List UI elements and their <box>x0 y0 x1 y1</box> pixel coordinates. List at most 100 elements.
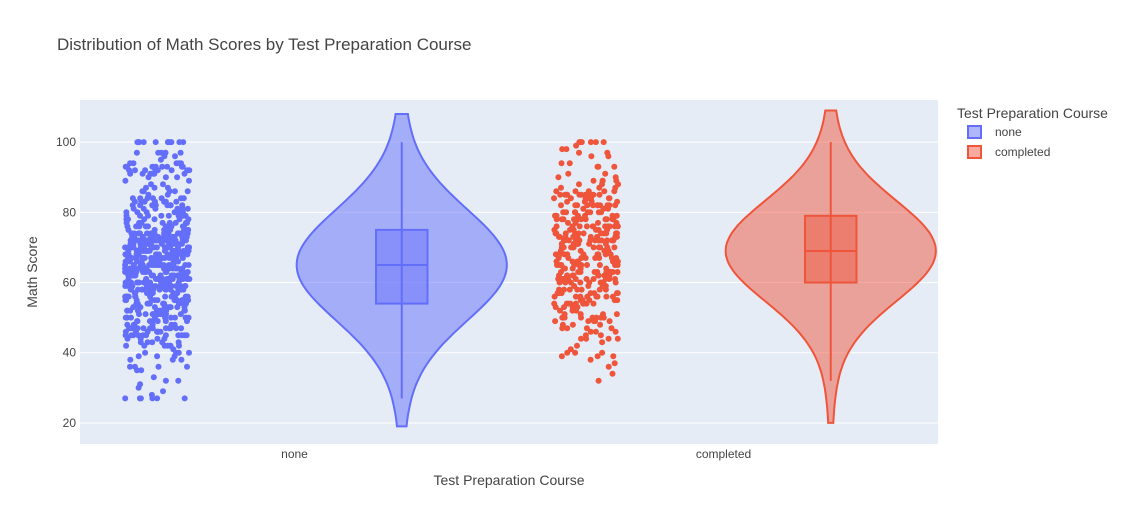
data-point <box>574 286 581 293</box>
data-point <box>572 219 579 226</box>
data-point <box>162 269 169 275</box>
data-point <box>162 325 169 332</box>
data-point <box>576 149 582 156</box>
data-point <box>162 293 169 300</box>
y-tick-label: 80 <box>63 205 77 219</box>
data-point <box>590 244 597 251</box>
data-point <box>592 139 599 146</box>
data-point <box>172 265 179 272</box>
y-tick-label: 20 <box>63 416 77 430</box>
data-point <box>157 283 164 289</box>
data-point <box>574 304 581 311</box>
data-point <box>577 311 584 318</box>
data-point <box>603 293 610 300</box>
data-point <box>598 230 605 237</box>
data-point <box>178 356 185 363</box>
data-point <box>127 363 133 370</box>
data-point <box>605 335 612 342</box>
data-point <box>555 174 562 181</box>
data-point <box>181 307 188 314</box>
data-point <box>151 297 158 304</box>
data-point <box>123 251 130 258</box>
data-point <box>587 139 594 146</box>
data-point <box>595 377 602 384</box>
data-point <box>593 293 600 300</box>
data-point <box>153 244 160 251</box>
data-point <box>134 367 140 374</box>
data-point <box>145 174 152 181</box>
data-point <box>575 269 582 275</box>
data-point <box>149 321 156 328</box>
data-point <box>594 353 601 360</box>
data-point <box>572 188 579 195</box>
data-point <box>152 237 159 244</box>
data-point <box>596 286 603 293</box>
x-axis-title: Test Preparation Course <box>434 472 585 488</box>
data-point <box>584 262 590 268</box>
data-point <box>614 335 621 342</box>
data-point <box>144 230 150 237</box>
data-point <box>131 321 138 328</box>
data-point <box>185 314 192 321</box>
data-point <box>173 240 180 247</box>
data-point <box>137 395 144 402</box>
data-point <box>159 163 166 170</box>
data-point <box>566 160 573 167</box>
data-point <box>561 286 567 293</box>
data-point <box>557 191 564 198</box>
iqr-box-none <box>375 228 429 305</box>
data-point <box>138 219 145 226</box>
data-point <box>582 191 589 198</box>
data-point <box>587 233 594 240</box>
data-point <box>569 272 576 279</box>
data-point <box>171 297 178 304</box>
data-point <box>174 174 181 181</box>
iqr-box-completed <box>804 214 858 284</box>
data-point <box>563 146 570 153</box>
legend-swatch-completed <box>967 145 982 159</box>
data-point <box>565 219 571 226</box>
data-point <box>151 170 158 177</box>
data-point <box>133 149 140 156</box>
data-point <box>559 146 566 153</box>
data-point <box>139 286 145 293</box>
data-point <box>184 188 191 195</box>
data-point <box>558 202 564 209</box>
data-point <box>590 276 597 282</box>
data-point <box>595 251 602 258</box>
data-point <box>149 163 156 170</box>
data-point <box>144 237 151 244</box>
data-point <box>558 269 564 275</box>
data-point <box>157 272 164 279</box>
data-point <box>177 149 184 156</box>
data-point <box>580 205 587 212</box>
data-point <box>567 195 574 202</box>
data-point <box>168 167 175 174</box>
data-point <box>587 209 594 216</box>
x-tick-label: completed <box>696 447 751 461</box>
violins <box>295 109 937 428</box>
data-point <box>130 332 137 339</box>
data-point <box>154 335 161 342</box>
data-point <box>552 318 559 325</box>
data-point <box>174 304 181 311</box>
data-point <box>561 314 568 321</box>
data-point <box>604 202 611 209</box>
data-point <box>558 184 564 191</box>
data-point <box>577 247 584 254</box>
data-point <box>565 255 572 261</box>
data-point <box>181 395 188 402</box>
data-point <box>569 321 576 328</box>
data-point <box>135 230 142 237</box>
data-point <box>611 360 618 367</box>
data-point <box>164 342 171 349</box>
data-point <box>175 332 182 339</box>
data-point <box>612 279 619 286</box>
data-point <box>127 307 134 314</box>
data-point <box>181 332 188 339</box>
data-point <box>605 363 612 370</box>
data-point <box>583 325 590 332</box>
data-point <box>167 325 174 332</box>
data-point <box>165 212 172 219</box>
data-point <box>554 290 561 297</box>
